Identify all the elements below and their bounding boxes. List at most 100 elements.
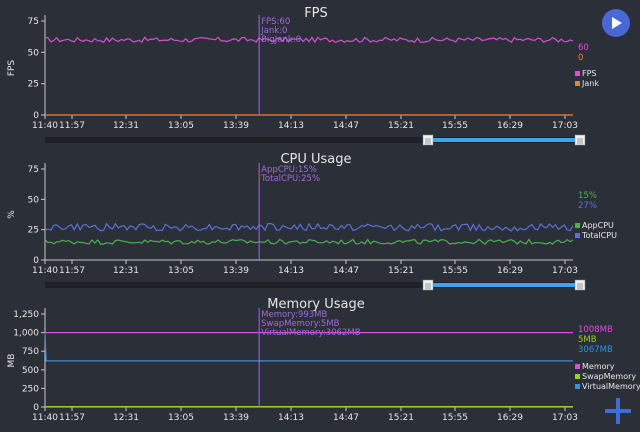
legend-label: TotalCPU [581,231,617,240]
range-slider-fill [423,283,585,287]
legend-label: FPS [582,69,597,78]
legend-label: Jank [581,79,599,88]
legend-swatch [575,233,580,238]
x-tick-label: 13:05 [168,413,194,423]
x-tick-label: 12:31 [113,266,139,276]
cursor-tooltip-text: VirtualMemory:3062MB [261,328,361,338]
chart-title: Memory Usage [267,297,365,312]
y-tick-label: 0 [33,403,39,413]
y-tick-label: 500 [22,366,39,376]
x-tick-label: 11:40 [32,266,58,276]
x-tick-label: 11:57 [59,413,85,423]
x-tick-label: 17:03 [552,413,578,423]
y-tick-label: 1,250 [13,310,39,320]
x-tick-label: 15:21 [388,121,414,131]
x-tick-label: 14:47 [333,413,359,423]
x-tick-label: 14:47 [333,121,359,131]
x-tick-label: 15:55 [442,413,468,423]
range-slider-handle-left[interactable] [422,134,434,146]
cursor-tooltip-text: BigJank:0 [261,35,301,45]
y-tick-label: 0 [33,111,39,121]
cursor-tooltip-text: Jank:0 [260,26,287,36]
x-tick-label: 13:39 [223,413,249,423]
x-tick-label: 13:05 [168,121,194,131]
cpu-chart[interactable]: CPU Usage% 75 50 25 011:40 11:57 12:31 13:05 13:… [0,148,640,298]
x-tick-label: 11:40 [32,413,58,423]
series-line-totalcpu [44,222,574,232]
x-tick-label: 13:39 [223,121,249,131]
cursor-tooltip-text: AppCPU:15% [261,165,317,175]
x-tick-label: 14:47 [333,266,359,276]
y-axis-label: MB [7,354,17,368]
x-tick-label: 12:31 [113,121,139,131]
x-tick-label: 15:55 [442,121,468,131]
current-value: 5MB [578,335,597,345]
current-value: 27% [578,201,597,211]
chart-title: FPS [304,6,328,21]
y-tick-label: 75 [28,165,39,175]
range-slider-grip: ||| [425,138,431,145]
plus-icon [605,398,631,424]
current-value: 3067MB [578,345,613,355]
y-tick-label: 1,000 [13,329,39,339]
range-slider-fill [423,138,585,142]
legend-label: Memory [582,362,615,371]
x-tick-label: 11:57 [59,266,85,276]
legend-label: VirtualMemory [582,382,640,391]
series-line-fps [44,36,574,44]
x-tick-label: 17:03 [552,121,578,131]
cursor-tooltip-text: Memory:993MB [261,310,327,320]
x-tick-label: 15:21 [388,266,414,276]
cursor-tooltip-text: SwapMemory:5MB [261,319,340,329]
y-tick-label: 50 [28,48,40,58]
cursor-tooltip-text: FPS:60 [261,17,290,27]
y-axis-label: FPS [7,60,17,77]
series-line-virtualmemory [44,332,573,362]
legend-swatch [575,364,580,369]
x-tick-label: 16:29 [497,266,523,276]
x-tick-label: 14:13 [278,121,304,131]
x-tick-label: 15:55 [442,266,468,276]
x-tick-label: 12:31 [113,413,139,423]
current-value: 1008MB [578,325,613,335]
y-tick-label: 750 [22,347,39,357]
x-tick-label: 17:03 [552,266,578,276]
legend-swatch [575,71,580,76]
y-tick-label: 250 [22,384,39,394]
x-tick-label: 11:57 [59,121,85,131]
legend-swatch [575,374,580,379]
current-value: 15% [578,191,597,201]
memory-chart-panel: Memory Usage MB 1,250 1,000 750 500 250 0 11:40 1… [0,294,640,428]
x-tick-label: 15:21 [388,413,414,423]
fps-chart-panel: FPS FPS 75 50 25 0 11:40 11:57 12:31 13:05 13:39 14… [0,0,640,150]
legend-label: SwapMemory [582,372,636,381]
range-slider-handle-right[interactable] [574,279,586,291]
y-tick-label: 50 [28,195,40,205]
range-slider-track [45,137,585,143]
y-tick-label: 25 [28,226,39,236]
add-button[interactable] [603,396,633,426]
y-tick-label: 0 [33,256,39,266]
current-value: 0 [578,53,583,63]
chart-title: CPU Usage [280,152,351,167]
play-icon [612,17,622,29]
range-slider-track [45,282,585,288]
range-slider-handle-right[interactable] [574,134,586,146]
legend-swatch [575,384,580,389]
x-tick-label: 13:05 [168,266,194,276]
x-tick-label: 16:29 [497,121,523,131]
x-tick-label: 13:39 [223,266,249,276]
y-tick-label: 75 [28,17,39,27]
range-slider-grip: ||| [577,138,583,145]
play-button[interactable] [602,9,630,37]
x-tick-label: 11:40 [32,121,58,131]
legend-swatch [575,223,580,228]
range-slider-handle-left[interactable] [422,279,434,291]
x-tick-label: 14:13 [278,266,304,276]
series-line-appcpu [44,238,574,245]
x-tick-label: 14:13 [278,413,304,423]
current-value: 60 [578,43,589,53]
y-tick-label: 25 [28,80,39,90]
